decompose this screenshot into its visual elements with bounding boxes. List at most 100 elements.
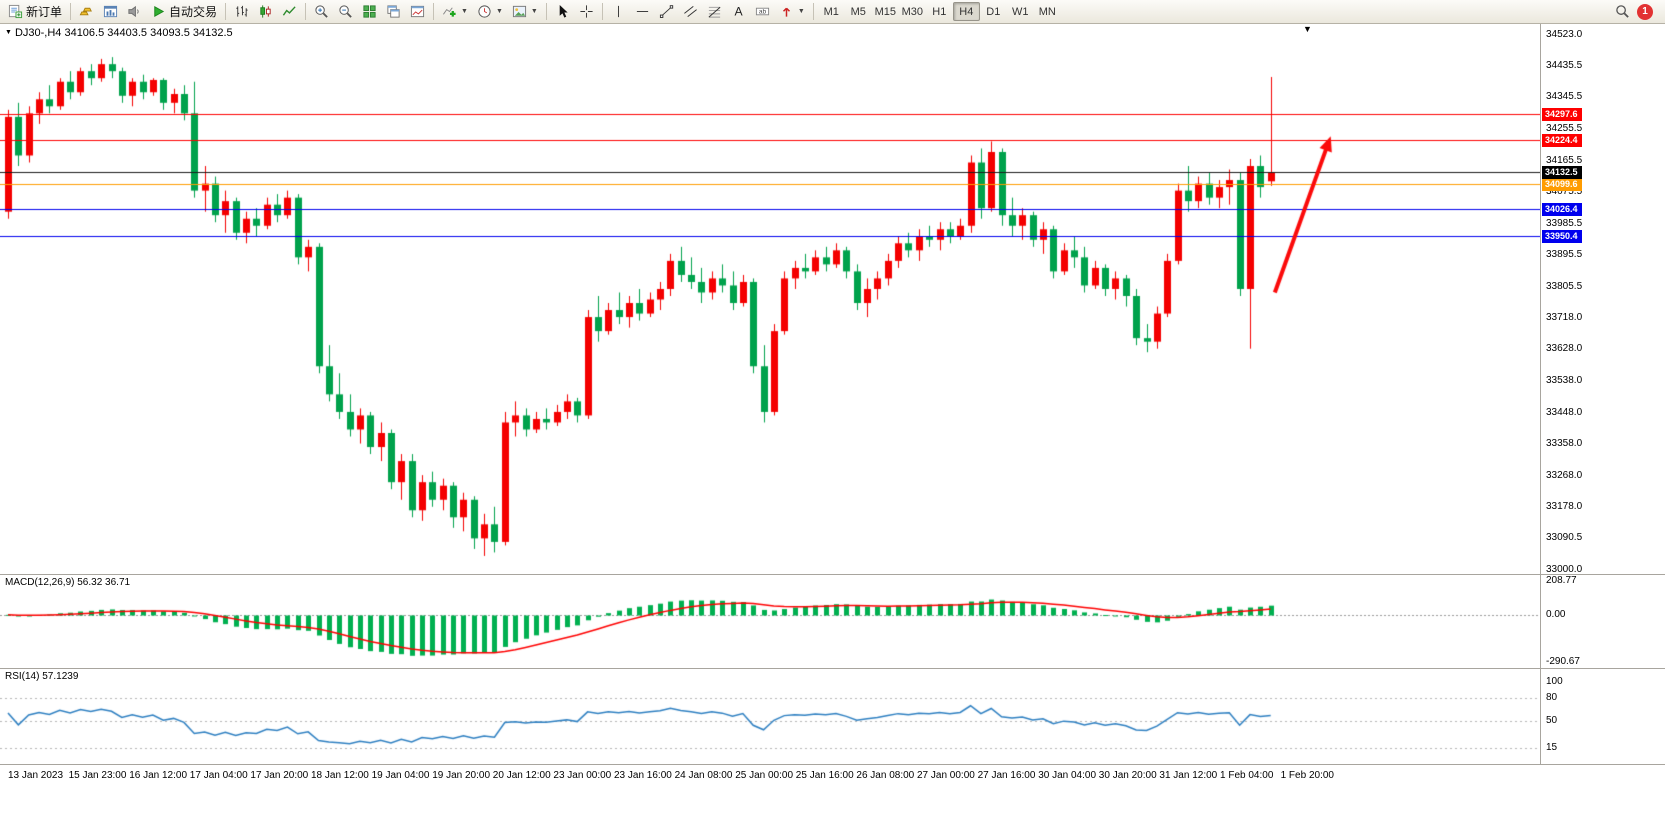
symbol-dropdown-icon[interactable]: ▼	[5, 29, 12, 36]
auto-trading-button[interactable]: 自动交易	[147, 2, 221, 22]
timeframe-h1-button[interactable]: H1	[926, 2, 953, 21]
market-watch-button[interactable]	[75, 2, 98, 22]
rsi-label: RSI(14) 57.1239	[5, 671, 79, 682]
candlestick-button[interactable]	[254, 2, 277, 22]
trendline-button[interactable]	[655, 2, 678, 22]
timeframe-d1-button[interactable]: D1	[980, 2, 1007, 21]
chart-window-button[interactable]	[99, 2, 122, 22]
zoom-in-icon	[314, 4, 329, 19]
cascade-windows-button[interactable]	[382, 2, 405, 22]
panel-separator	[0, 764, 1665, 765]
channel-button[interactable]	[679, 2, 702, 22]
timeframe-group: M1 M5 M15 M30 H1 H4 D1 W1 MN	[818, 2, 1061, 21]
rsi-axis-label: 100	[1546, 676, 1563, 687]
auto-trading-label: 自动交易	[169, 5, 218, 19]
dropdown-caret-icon: ▼	[797, 8, 805, 15]
time-axis-label: 26 Jan 08:00	[856, 770, 915, 781]
search-button[interactable]	[1611, 2, 1634, 22]
timeframe-m5-button[interactable]: M5	[845, 2, 872, 21]
crosshair-icon	[579, 4, 594, 19]
time-axis-label: 1 Feb 20:00	[1280, 770, 1334, 781]
price-axis-label: 33268.0	[1546, 469, 1583, 481]
price-line-tag: 34026.4	[1542, 203, 1582, 217]
chart-list-icon	[410, 4, 425, 19]
time-axis-label: 27 Jan 16:00	[977, 770, 1036, 781]
price-axis-label: 33090.5	[1546, 532, 1583, 544]
zoom-out-button[interactable]	[334, 2, 357, 22]
clock-icon	[477, 4, 492, 19]
rsi-axis-label: 15	[1546, 742, 1558, 753]
price-axis[interactable]: 34523.0 34435.5 34345.5 34255.5 34165.5 34075…	[1541, 24, 1665, 574]
macd-axis-label: -290.67	[1546, 656, 1580, 667]
chart-title-text: DJ30-,H4 34106.5 34403.5 34093.5 34132.5	[14, 27, 233, 39]
price-axis-label: 33538.0	[1546, 375, 1583, 386]
cascade-windows-icon	[386, 4, 401, 19]
price-axis-label: 34075.5	[1546, 186, 1583, 198]
vertical-line-button[interactable]	[607, 2, 630, 22]
timeframe-m1-button[interactable]: M1	[818, 2, 845, 21]
horizontal-line-button[interactable]	[631, 2, 654, 22]
timeframe-m15-button[interactable]: M15	[872, 2, 899, 21]
time-axis-label: 25 Jan 00:00	[735, 770, 794, 781]
time-axis[interactable]: 13 Jan 2023 15 Jan 23:00 16 Jan 12:00 17 Ja…	[0, 765, 1665, 787]
toolbar-separator	[225, 3, 227, 20]
time-axis-label: 24 Jan 08:00	[674, 770, 733, 781]
notification-badge[interactable]: 1	[1637, 3, 1653, 20]
toolbar-separator	[545, 3, 547, 20]
price-axis-label: 34165.5	[1546, 154, 1583, 166]
timeframe-h4-button[interactable]: H4	[952, 2, 980, 21]
rsi-axis[interactable]: 100 80 50 15	[1541, 669, 1665, 764]
time-axis-label: 27 Jan 00:00	[917, 770, 975, 781]
price-chart-canvas[interactable]	[0, 24, 1540, 574]
indicators-icon	[442, 4, 457, 19]
time-axis-label: 31 Jan 12:00	[1159, 770, 1218, 781]
arrow-tool-icon	[779, 4, 794, 19]
line-chart-button[interactable]	[278, 2, 301, 22]
trendline-icon	[659, 4, 674, 19]
periods-button[interactable]: ▼	[473, 2, 507, 22]
auto-trading-icon	[151, 4, 166, 19]
tile-windows-button[interactable]	[358, 2, 381, 22]
text-label-button[interactable]: ab	[751, 2, 774, 22]
timeframe-w1-button[interactable]: W1	[1007, 2, 1034, 21]
cursor-button[interactable]	[551, 2, 574, 22]
time-axis-label: 19 Jan 04:00	[371, 770, 430, 781]
fibonacci-icon	[707, 4, 722, 19]
time-axis-label: 16 Jan 12:00	[129, 770, 188, 781]
macd-axis-label: 208.77	[1546, 575, 1577, 586]
price-axis-label: 33628.0	[1546, 343, 1583, 355]
rsi-panel: RSI(14) 57.1239 100 80 50 15	[0, 669, 1665, 764]
panel-separator[interactable]	[0, 668, 1665, 669]
rsi-canvas[interactable]	[0, 669, 1540, 764]
toolbar-separator	[601, 3, 603, 20]
macd-axis[interactable]: 208.77 0.00 -290.67	[1541, 575, 1665, 668]
time-axis-label: 1 Feb 04:00	[1220, 770, 1274, 781]
templates-button[interactable]: ▼	[508, 2, 542, 22]
text-button[interactable]: A	[727, 2, 750, 22]
gold-bars-icon	[79, 4, 94, 19]
arrows-button[interactable]: ▼	[775, 2, 809, 22]
search-icon	[1615, 4, 1630, 19]
macd-axis-label: 0.00	[1546, 608, 1566, 620]
bar-chart-button[interactable]	[230, 2, 253, 22]
timeframe-m30-button[interactable]: M30	[899, 2, 926, 21]
news-button[interactable]	[123, 2, 146, 22]
time-axis-label: 30 Jan 20:00	[1098, 770, 1157, 781]
chart-shift-marker[interactable]: ▼	[1303, 24, 1312, 34]
panel-separator[interactable]	[0, 574, 1665, 575]
indicators-button[interactable]: ▼	[438, 2, 472, 22]
candlestick-icon	[258, 4, 273, 19]
new-order-button[interactable]: 新订单	[4, 2, 66, 22]
price-axis-label: 34255.5	[1546, 122, 1583, 134]
chart-window: ▼ DJ30-,H4 34106.5 34403.5 34093.5 34132.…	[0, 24, 1665, 835]
fibonacci-button[interactable]	[703, 2, 726, 22]
price-axis-label: 33718.0	[1546, 311, 1583, 323]
crosshair-button[interactable]	[575, 2, 598, 22]
price-axis-label: 34523.0	[1546, 29, 1583, 40]
chart-list-button[interactable]	[406, 2, 429, 22]
timeframe-mn-button[interactable]: MN	[1034, 2, 1061, 21]
time-axis-label: 25 Jan 16:00	[795, 770, 854, 781]
toolbar-separator	[433, 3, 435, 20]
macd-canvas[interactable]	[0, 575, 1540, 668]
zoom-in-button[interactable]	[310, 2, 333, 22]
